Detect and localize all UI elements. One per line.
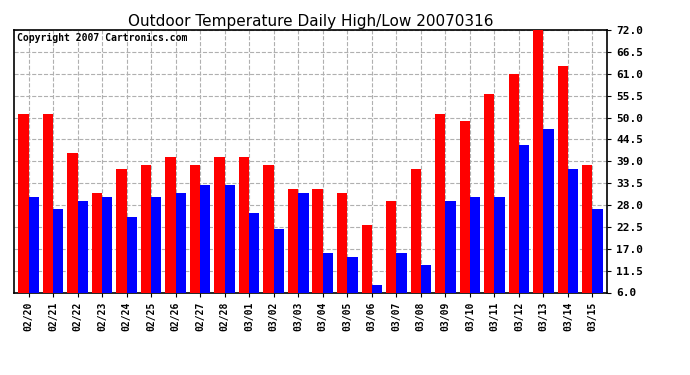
Bar <box>264 165 274 316</box>
Bar <box>362 225 372 316</box>
Bar <box>53 209 63 316</box>
Bar <box>484 94 495 316</box>
Bar <box>421 265 431 316</box>
Bar <box>544 129 554 316</box>
Bar <box>386 201 396 316</box>
Bar <box>509 74 519 316</box>
Bar <box>533 26 544 316</box>
Bar <box>92 193 102 316</box>
Bar <box>176 193 186 316</box>
Bar <box>117 169 126 316</box>
Bar <box>215 157 225 316</box>
Bar <box>558 66 568 316</box>
Bar <box>288 189 298 316</box>
Bar <box>151 197 161 316</box>
Bar <box>67 153 77 316</box>
Bar <box>396 253 406 316</box>
Bar <box>200 185 210 316</box>
Bar <box>249 213 259 316</box>
Bar <box>298 193 308 316</box>
Bar <box>593 209 603 316</box>
Text: Copyright 2007 Cartronics.com: Copyright 2007 Cartronics.com <box>17 33 187 43</box>
Bar <box>43 114 53 316</box>
Bar <box>519 146 529 316</box>
Bar <box>126 217 137 316</box>
Bar <box>77 201 88 316</box>
Bar <box>568 169 578 316</box>
Bar <box>411 169 421 316</box>
Bar <box>337 193 347 316</box>
Title: Outdoor Temperature Daily High/Low 20070316: Outdoor Temperature Daily High/Low 20070… <box>128 14 493 29</box>
Bar <box>460 122 470 316</box>
Bar <box>190 165 200 316</box>
Bar <box>239 157 249 316</box>
Bar <box>18 114 28 316</box>
Bar <box>372 285 382 316</box>
Bar <box>347 257 357 316</box>
Bar <box>435 114 445 316</box>
Bar <box>470 197 480 316</box>
Bar <box>274 229 284 316</box>
Bar <box>225 185 235 316</box>
Bar <box>102 197 112 316</box>
Bar <box>582 165 593 316</box>
Bar <box>166 157 176 316</box>
Bar <box>141 165 151 316</box>
Bar <box>323 253 333 316</box>
Bar <box>313 189 323 316</box>
Bar <box>28 197 39 316</box>
Bar <box>495 197 504 316</box>
Bar <box>445 201 455 316</box>
